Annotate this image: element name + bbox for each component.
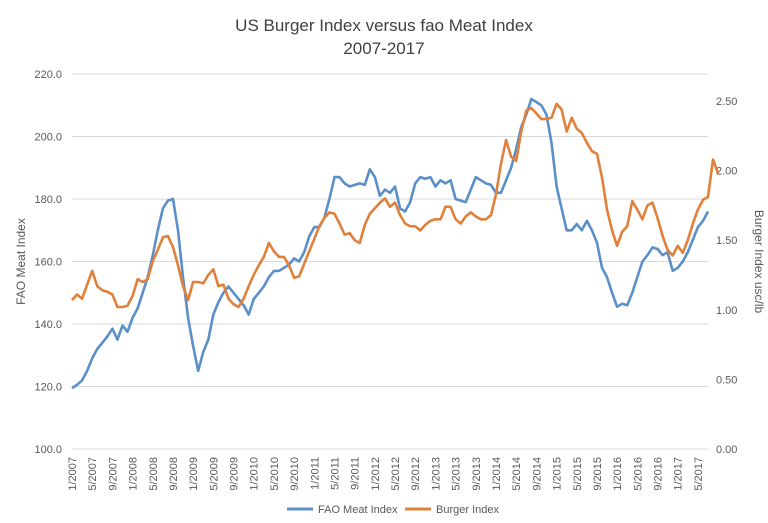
x-tick-label: 1/2011 xyxy=(309,457,321,490)
x-tick-label: 1/2013 xyxy=(430,457,442,491)
x-tick-label: 5/2010 xyxy=(269,457,281,491)
y-right-tick-label: 0.00 xyxy=(716,444,737,456)
y-left-tick-label: 100.0 xyxy=(34,444,62,456)
y-left-tick-label: 220.0 xyxy=(34,69,62,81)
y-right-tick-label: 1.00 xyxy=(716,305,737,317)
legend-label-burger: Burger Index xyxy=(436,504,499,516)
x-tick-label: 1/2014 xyxy=(491,457,503,491)
x-tick-label: 9/2009 xyxy=(229,457,241,491)
x-tick-label: 5/2015 xyxy=(572,457,584,491)
x-tick-label: 9/2011 xyxy=(350,457,362,490)
x-tick-label: 1/2016 xyxy=(612,457,624,491)
y-left-axis-title: FAO Meat Index xyxy=(14,218,28,305)
x-tick-label: 5/2017 xyxy=(693,457,705,491)
x-tick-label: 5/2007 xyxy=(87,457,99,491)
burger-index-line xyxy=(71,102,720,309)
legend-label-fao: FAO Meat Index xyxy=(318,504,398,516)
x-tick-label: 5/2012 xyxy=(390,457,402,491)
x-tick-label: 1/2012 xyxy=(370,457,382,491)
x-tick-label: 5/2013 xyxy=(451,457,463,491)
x-tick-label: 9/2016 xyxy=(653,457,665,491)
x-tick-label: 1/2009 xyxy=(188,457,200,491)
x-tick-label: 9/2013 xyxy=(471,457,483,491)
y-right-axis-title: Burger Index usc/lb xyxy=(752,210,766,314)
x-tick-label: 9/2007 xyxy=(107,457,119,491)
y-right-tick-label: 1.50 xyxy=(716,235,737,247)
x-tick-label: 1/2015 xyxy=(552,457,564,491)
y-right-tick-label: 2.50 xyxy=(716,96,737,108)
x-tick-label: 1/2008 xyxy=(128,457,140,491)
y-left-tick-label: 180.0 xyxy=(34,194,62,206)
x-tick-label: 5/2011 xyxy=(329,457,341,490)
y-left-tick-label: 200.0 xyxy=(34,132,62,144)
x-tick-label: 1/2007 xyxy=(67,457,79,491)
y-left-tick-label: 120.0 xyxy=(34,382,62,394)
x-tick-label: 5/2009 xyxy=(208,457,220,491)
x-tick-label: 9/2014 xyxy=(531,457,543,491)
x-tick-label: 9/2012 xyxy=(410,457,422,491)
x-tick-label: 9/2015 xyxy=(592,457,604,491)
x-tick-label: 9/2010 xyxy=(289,457,301,491)
y-left-tick-label: 140.0 xyxy=(34,319,62,331)
y-left-tick-label: 160.0 xyxy=(34,257,62,269)
y-right-tick-label: 0.50 xyxy=(716,374,737,386)
x-tick-label: 9/2008 xyxy=(168,457,180,491)
chart-subtitle: 2007-2017 xyxy=(343,39,425,58)
chart-title: US Burger Index versus fao Meat Index xyxy=(235,16,533,35)
x-tick-label: 1/2017 xyxy=(673,457,685,491)
fao-meat-index-line xyxy=(71,97,710,390)
x-tick-label: 5/2016 xyxy=(632,457,644,491)
x-tick-label: 5/2008 xyxy=(148,457,160,491)
x-tick-label: 1/2010 xyxy=(249,457,261,491)
y-right-tick-label: 2.00 xyxy=(716,166,737,178)
x-tick-label: 5/2014 xyxy=(511,457,523,491)
